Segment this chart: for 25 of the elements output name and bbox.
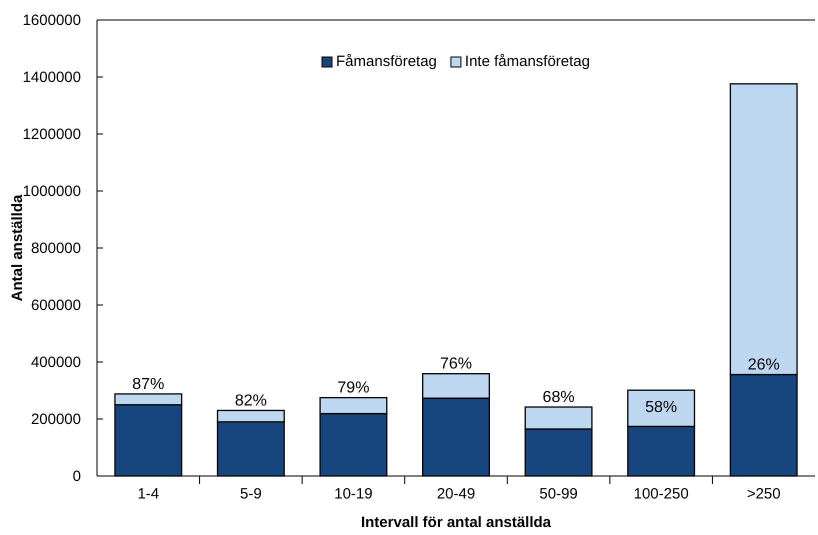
x-axis-title: Intervall för antal anställda (360, 514, 552, 531)
legend-label: Fåmansföretag (336, 53, 437, 70)
annotation: 76% (440, 356, 472, 373)
y-tick-label: 1400000 (22, 68, 81, 86)
x-tick-label: 100-250 (634, 486, 689, 503)
x-tick-label: >250 (746, 486, 781, 503)
legend-label: Inte fåmansföretag (464, 53, 590, 70)
y-tick-label: 1200000 (22, 126, 81, 143)
y-tick-label: 800000 (30, 240, 81, 257)
y-tick-label: 600000 (30, 296, 81, 314)
annotation: 26% (748, 356, 780, 374)
annotation: 79% (337, 380, 370, 397)
y-tick-label: 0 (72, 468, 81, 485)
x-tick-label: 50-99 (539, 486, 578, 503)
y-tick-label: 1600000 (22, 12, 81, 29)
x-tick-label: 1-4 (137, 486, 160, 503)
annotation: 68% (542, 389, 575, 406)
annotation: 87% (132, 376, 164, 393)
y-tick-label: 400000 (30, 354, 81, 371)
x-tick-label: 5-9 (240, 486, 262, 503)
x-tick-label: 20-49 (436, 486, 476, 503)
y-tick-label: 200000 (30, 410, 81, 428)
annotation: 82% (234, 392, 267, 410)
x-tick-label: 10-19 (334, 486, 373, 503)
annotation: 58% (645, 399, 678, 416)
